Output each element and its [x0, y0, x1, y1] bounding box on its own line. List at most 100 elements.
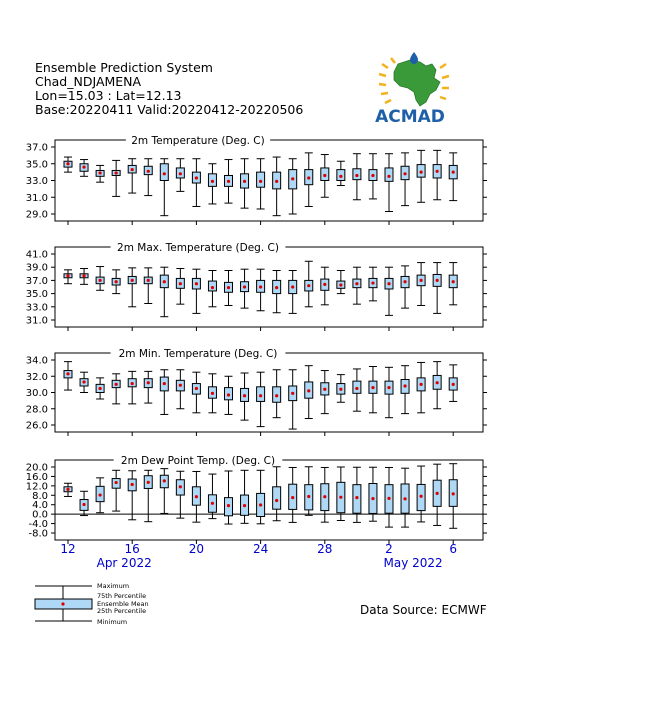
box-day-15 [111, 159, 121, 197]
box-day-31 [368, 153, 378, 200]
x-tick-label: 12 [60, 542, 75, 556]
mean-dot [371, 281, 375, 285]
mean-dot [226, 179, 231, 183]
mean-dot [435, 491, 439, 495]
panels: 2m Temperature (Deg. C)37.035.033.031.02… [26, 134, 487, 544]
box-day-36 [448, 364, 458, 402]
box-day-21 [207, 473, 217, 520]
data-source-label: Data Source: ECMWF [360, 603, 487, 617]
y-tick-label: 35.0 [26, 289, 48, 300]
y-tick-label: 33.0 [26, 302, 48, 313]
box-day-13 [79, 268, 89, 285]
y-tick-label: 31.0 [26, 316, 48, 327]
panel-title: 2m Max. Temperature (Deg. C) [117, 242, 279, 254]
y-tick-label: 20.0 [26, 463, 48, 474]
mean-dot [210, 391, 215, 395]
mean-dot [307, 494, 311, 499]
legend-p25-label: 25th Percentile [97, 607, 146, 615]
mean-dot [451, 280, 455, 284]
mean-dot [210, 286, 215, 290]
mean-dot [387, 282, 391, 286]
mean-dot [146, 381, 150, 385]
mean-dot [210, 501, 215, 505]
box-day-29 [336, 270, 346, 295]
box-day-13 [79, 159, 89, 177]
box-day-36 [448, 463, 458, 529]
mean-dot [307, 176, 311, 180]
mean-dot [403, 280, 407, 284]
mean-dot [387, 496, 391, 500]
mean-dot [178, 383, 182, 387]
box-day-25 [272, 156, 282, 217]
mean-dot [403, 172, 407, 176]
box-day-20 [191, 158, 201, 207]
box-day-32 [384, 366, 394, 419]
mean-dot [98, 493, 102, 497]
mean-dot [82, 274, 86, 278]
mean-dot [178, 282, 182, 286]
iqr-box [272, 486, 282, 510]
box-day-23 [240, 268, 250, 309]
mean-dot [162, 280, 166, 284]
box-day-35 [432, 262, 442, 314]
mean-dot [259, 394, 263, 398]
mean-dot [323, 282, 327, 286]
box-day-28 [320, 266, 330, 306]
panel-title-bg [113, 454, 283, 466]
month-label: May 2022 [383, 556, 442, 570]
box-day-19 [175, 470, 185, 519]
mean-dot [435, 381, 439, 385]
mean-dot [435, 169, 439, 173]
mean-dot [275, 498, 279, 503]
box-day-31 [368, 266, 378, 302]
box-day-35 [432, 149, 442, 201]
mean-dot [146, 169, 150, 173]
acmad-logo: ACMAD [375, 52, 450, 127]
x-tick-label: 28 [317, 542, 332, 556]
iqr-box [256, 386, 266, 402]
mean-dot [162, 479, 166, 483]
box-day-27 [304, 152, 314, 207]
mean-dot [291, 391, 295, 395]
box-day-13 [79, 490, 89, 517]
panel-4: 2m Dew Point Temp. (Deg. C) 20.016.012.08… [26, 454, 487, 544]
box-day-26 [288, 270, 298, 314]
x-tick-label: 20 [189, 542, 204, 556]
panel-title: 2m Dew Point Temp. (Deg. C) [121, 455, 275, 467]
box-day-36 [448, 152, 458, 202]
box-day-20 [191, 470, 201, 523]
box-day-12 [63, 482, 73, 497]
mean-dot [242, 394, 247, 398]
box-day-16 [127, 370, 137, 405]
mean-dot [226, 393, 231, 397]
box-day-32 [384, 266, 394, 316]
mean-dot [323, 173, 327, 178]
mean-dot [194, 176, 198, 180]
mean-dot [66, 372, 70, 376]
box-day-18 [159, 266, 169, 318]
header-coordinates: Lon=15.03 : Lat=12.13 [35, 88, 182, 103]
mean-dot [371, 496, 375, 501]
box-day-26 [288, 369, 298, 430]
box-day-28 [320, 370, 330, 415]
mean-dot [419, 382, 423, 386]
mean-dot [210, 179, 215, 183]
box-day-17 [143, 267, 153, 304]
mean-dot [114, 382, 118, 386]
box-day-17 [143, 158, 153, 197]
box-day-34 [416, 465, 426, 523]
y-tick-label: 0.0 [32, 510, 48, 521]
box-day-25 [272, 270, 282, 314]
x-tick-label: 24 [253, 542, 268, 556]
mean-dot [194, 495, 198, 499]
legend: Maximum 75th Percentile Ensemble Mean 25… [34, 582, 149, 626]
mean-dot [387, 174, 391, 178]
box-day-33 [400, 467, 410, 528]
box-day-19 [175, 369, 185, 410]
box-day-14 [95, 266, 105, 291]
mean-dot [146, 480, 150, 484]
mean-dot [355, 386, 359, 391]
box-day-21 [207, 270, 217, 308]
y-tick-label: 34.0 [26, 356, 48, 367]
mean-dot [162, 172, 166, 176]
